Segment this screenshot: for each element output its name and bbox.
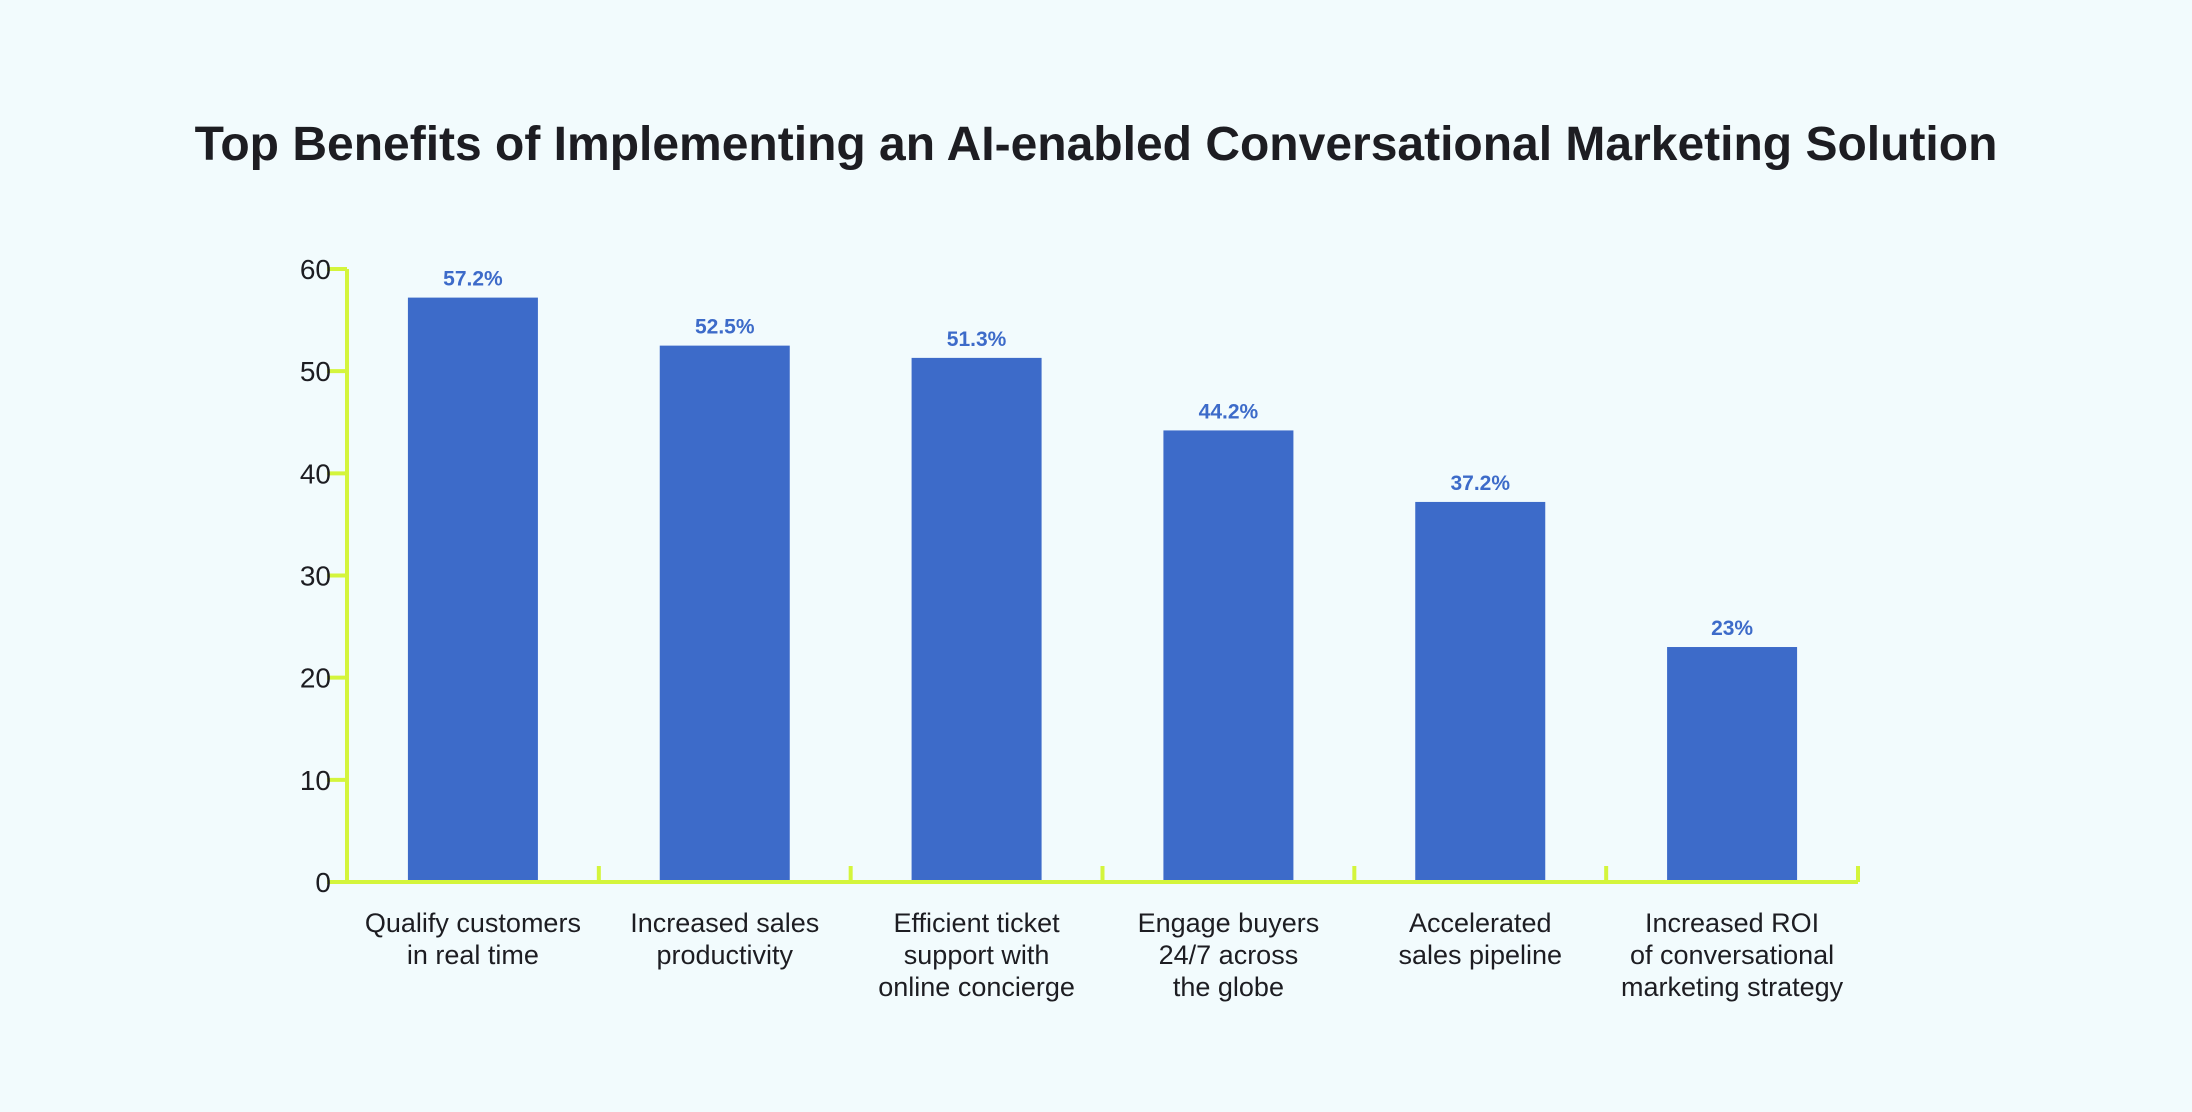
bar: [1415, 501, 1546, 880]
y-tick-label: 0: [315, 867, 331, 898]
y-tick-label: 10: [300, 765, 331, 796]
bar: [1163, 430, 1294, 880]
y-tick-label: 50: [300, 356, 331, 387]
bar: [407, 297, 538, 880]
data-label: 37.2%: [1450, 472, 1510, 495]
x-tick-label: Increased ROI of conversational marketing …: [1621, 908, 1844, 1002]
x-tick-label-line: of conversational: [1630, 940, 1834, 970]
x-tick-label-line: the globe: [1173, 972, 1284, 1002]
x-tick-label-line: Qualify customers: [365, 908, 581, 938]
x-tick-label-line: productivity: [656, 940, 793, 970]
data-label: 51.3%: [947, 328, 1007, 351]
y-tick-label: 60: [300, 254, 331, 285]
plot-area: 0 10 20 30 40 50 60 57.2% Qualify customers in re…: [300, 254, 1860, 1002]
y-tick-label: 20: [300, 663, 331, 694]
data-label: 44.2%: [1199, 400, 1259, 423]
x-tick-label: Engage buyers 24/7 across the globe: [1138, 908, 1320, 1002]
x-tick-label: Qualify customers in real time: [365, 908, 581, 970]
bar: [911, 357, 1042, 880]
bar: [659, 345, 790, 880]
x-tick-label: Efficient ticket support with online conci…: [878, 908, 1075, 1002]
x-tick-label-line: Increased sales: [630, 908, 819, 938]
chart-title: Top Benefits of Implementing an AI-enabl…: [195, 118, 1998, 171]
x-tick-label: Increased sales productivity: [630, 908, 819, 970]
x-tick-label-line: online concierge: [878, 972, 1075, 1002]
y-tick-label: 30: [300, 561, 331, 592]
x-tick-label-line: support with: [904, 940, 1050, 970]
x-tick-label-line: marketing strategy: [1621, 972, 1844, 1002]
x-tick-label-line: Engage buyers: [1138, 908, 1320, 938]
x-tick-label-line: Accelerated: [1409, 908, 1552, 938]
x-tick-label-line: sales pipeline: [1398, 940, 1562, 970]
data-label: 52.5%: [695, 316, 755, 339]
x-tick-label-line: Efficient ticket: [894, 908, 1061, 938]
data-label: 23%: [1711, 617, 1753, 640]
x-tick-label-line: in real time: [407, 940, 539, 970]
x-tick-label: Accelerated sales pipeline: [1398, 908, 1562, 970]
x-tick-label-line: 24/7 across: [1159, 940, 1299, 970]
y-tick-label: 40: [300, 458, 331, 489]
data-label: 57.2%: [443, 268, 503, 291]
x-tick-label-line: Increased ROI: [1645, 908, 1819, 938]
bar: [1667, 647, 1798, 880]
